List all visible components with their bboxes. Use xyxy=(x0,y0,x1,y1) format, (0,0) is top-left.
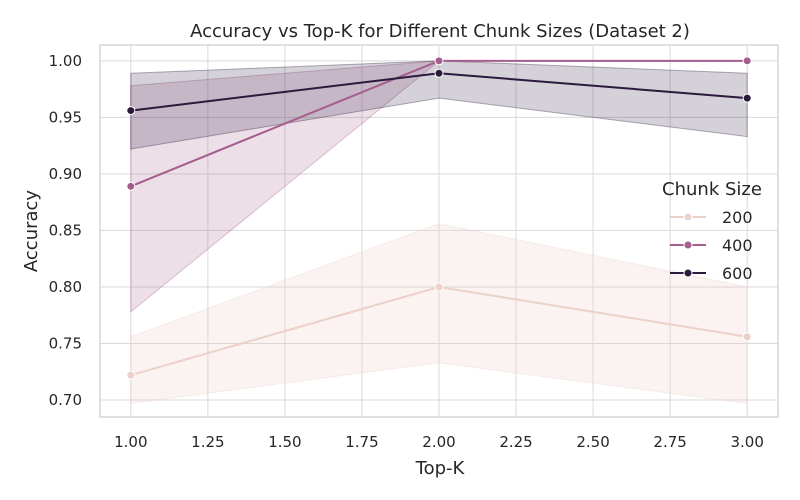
point-400 xyxy=(434,56,444,66)
point-600 xyxy=(434,68,444,78)
x-tick-label: 1.50 xyxy=(268,433,301,451)
legend-label-400: 400 xyxy=(722,236,753,255)
legend: Chunk Size 200 400 600 xyxy=(662,179,762,283)
y-tick-label: 1.00 xyxy=(49,52,82,70)
y-axis-label: Accuracy xyxy=(21,190,42,273)
x-tick-label: 2.00 xyxy=(422,433,455,451)
legend-marker-200 xyxy=(683,212,693,222)
series-markers xyxy=(126,56,752,380)
x-tick-label: 1.25 xyxy=(191,433,224,451)
y-tick-label: 0.80 xyxy=(49,278,82,296)
x-tick-label: 3.00 xyxy=(730,433,763,451)
x-tick-label: 2.75 xyxy=(653,433,686,451)
y-tick-label: 0.90 xyxy=(49,165,82,183)
x-tick-label: 2.50 xyxy=(576,433,609,451)
x-tick-label: 1.00 xyxy=(114,433,147,451)
legend-marker-400 xyxy=(683,240,693,250)
point-600 xyxy=(126,106,136,116)
point-600 xyxy=(742,93,752,103)
ci-band-200 xyxy=(130,223,748,405)
x-tick-label: 1.75 xyxy=(345,433,378,451)
point-400 xyxy=(126,181,136,191)
x-tick-label: 2.25 xyxy=(499,433,532,451)
grid xyxy=(100,45,778,417)
point-200 xyxy=(126,370,136,380)
point-200 xyxy=(434,282,444,292)
chart-title: Accuracy vs Top-K for Different Chunk Si… xyxy=(190,21,690,42)
point-400 xyxy=(742,56,752,66)
point-200 xyxy=(742,332,752,342)
y-axis-ticks: 0.70 0.75 0.80 0.85 0.90 0.95 1.00 xyxy=(49,52,82,409)
y-tick-label: 0.70 xyxy=(49,391,82,409)
x-axis-label: Top-K xyxy=(415,458,466,479)
y-tick-label: 0.75 xyxy=(49,335,82,353)
legend-label-200: 200 xyxy=(722,208,753,227)
y-tick-label: 0.85 xyxy=(49,221,82,239)
x-axis-ticks: 1.00 1.25 1.50 1.75 2.00 2.25 2.50 2.75 3.00 xyxy=(114,433,764,451)
legend-marker-600 xyxy=(683,268,693,278)
y-tick-label: 0.95 xyxy=(49,108,82,126)
legend-title: Chunk Size xyxy=(662,179,762,200)
legend-label-600: 600 xyxy=(722,264,753,283)
